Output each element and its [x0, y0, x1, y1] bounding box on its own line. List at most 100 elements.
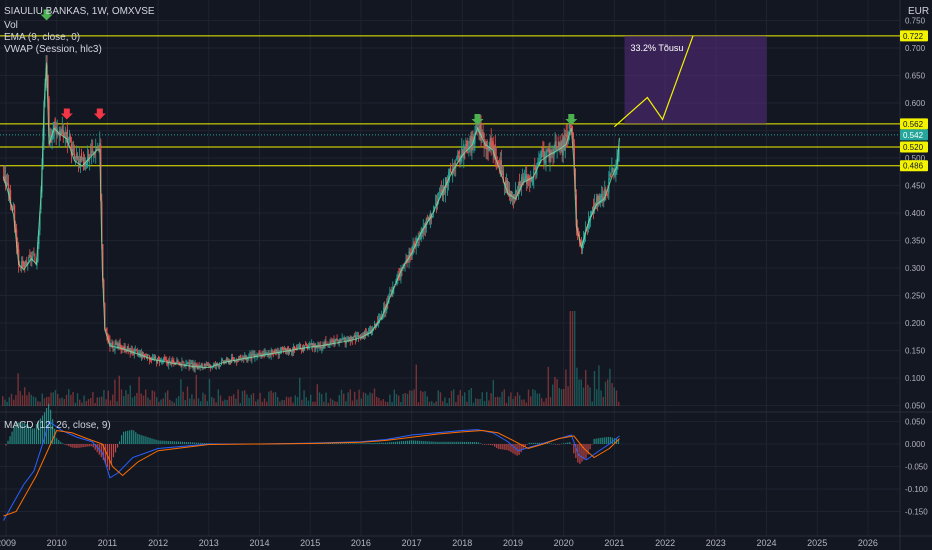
volume-bar	[560, 389, 563, 406]
level-price-tag	[900, 141, 928, 153]
volume-bar	[52, 392, 54, 406]
price-tick-label: 0.400	[905, 209, 926, 218]
candle-body	[531, 177, 533, 182]
volume-bar	[468, 389, 470, 406]
volume-bar	[424, 391, 426, 406]
macd-histogram-bar	[62, 443, 64, 444]
volume-bar	[444, 397, 446, 406]
price-tick-label: 0.750	[905, 17, 926, 26]
macd-histogram-bar	[502, 444, 504, 450]
candle-body	[9, 190, 12, 205]
time-tick-label: 2020	[554, 538, 574, 548]
candle-body	[321, 346, 323, 349]
volume-bar	[123, 396, 125, 406]
macd-histogram-bar	[196, 442, 198, 444]
volume-bar	[120, 389, 123, 406]
candle-body	[550, 150, 552, 155]
volume-bar	[244, 390, 246, 406]
candle-body	[118, 344, 120, 348]
candle-body	[24, 265, 26, 268]
volume-bar	[481, 392, 483, 406]
macd-histogram-bar	[447, 441, 449, 444]
candle-body	[2, 176, 5, 178]
candle-body	[420, 228, 422, 240]
macd-histogram-bar	[423, 441, 425, 444]
volume-bar	[442, 401, 444, 406]
volume-bar	[268, 391, 270, 406]
time-tick-label: 2025	[807, 538, 827, 548]
macd-histogram-bar	[194, 442, 196, 444]
candle-body	[69, 136, 71, 142]
macd-histogram-bar	[7, 440, 9, 444]
volume-bar	[541, 398, 543, 406]
candle-body	[124, 346, 126, 352]
candle-body	[177, 359, 179, 361]
volume-bar	[213, 398, 215, 406]
candle-body	[256, 354, 258, 357]
candle-body	[88, 153, 90, 161]
candle-body	[529, 177, 531, 182]
volume-bar	[494, 397, 497, 406]
macd-histogram-bar	[52, 419, 54, 444]
candle-body	[228, 360, 231, 364]
candle-body	[33, 254, 35, 256]
volume-bar	[277, 396, 279, 406]
macd-histogram-bar	[406, 440, 409, 444]
volume-bar	[175, 398, 178, 406]
candle-body	[249, 354, 251, 356]
volume-bar	[466, 401, 468, 406]
volume-bar	[235, 398, 237, 406]
candle-body	[18, 249, 20, 266]
candle-body	[16, 229, 18, 248]
candle-body	[563, 136, 565, 149]
macd-histogram-bar	[102, 444, 104, 461]
volume-bar	[224, 399, 226, 406]
macd-histogram-bar	[548, 443, 551, 444]
volume-bar	[30, 394, 32, 406]
volume-bar	[347, 392, 349, 406]
last-price-tag-label: 0.542	[903, 131, 924, 140]
candle-body	[552, 152, 554, 155]
macd-histogram-bar	[169, 441, 171, 444]
macd-histogram-bar	[404, 440, 407, 444]
candle-body	[415, 244, 417, 248]
candle-body	[225, 358, 228, 362]
volume-bar	[8, 397, 10, 406]
macd-histogram-bar	[550, 443, 553, 445]
macd-histogram-bar	[25, 424, 27, 444]
candle-body	[537, 161, 539, 166]
volume-bar	[426, 396, 428, 406]
candle-body	[105, 329, 107, 330]
macd-histogram-bar	[50, 409, 52, 444]
macd-histogram-bar	[129, 430, 131, 444]
candle-body	[276, 350, 278, 354]
macd-histogram-bar	[342, 443, 344, 444]
volume-bar	[43, 398, 46, 406]
price-tick-label: 0.050	[905, 402, 926, 411]
candle-body	[47, 74, 49, 102]
volume-bar	[200, 401, 202, 406]
candle-body	[572, 133, 574, 145]
candle-body	[158, 357, 160, 359]
volume-bar	[241, 391, 244, 406]
volume-bar	[316, 384, 318, 406]
candle-body	[82, 157, 85, 166]
volume-bar	[519, 395, 521, 406]
volume-bar	[197, 398, 200, 406]
macd-histogram-bar	[546, 443, 549, 444]
candle-body	[579, 239, 582, 241]
candle-body	[129, 348, 131, 353]
level-price-tag-label: 0.486	[903, 162, 924, 171]
macd-histogram-bar	[609, 437, 611, 444]
candle-body	[100, 145, 102, 201]
candle-body	[253, 354, 255, 357]
candle-body	[601, 193, 603, 201]
candle-body	[306, 344, 308, 346]
time-tick-label: 2019	[503, 538, 523, 548]
macd-histogram-bar	[488, 444, 490, 445]
volume-bar	[26, 395, 28, 406]
macd-histogram-bar	[465, 441, 467, 444]
candle-body	[352, 336, 354, 340]
candle-body	[297, 347, 300, 349]
